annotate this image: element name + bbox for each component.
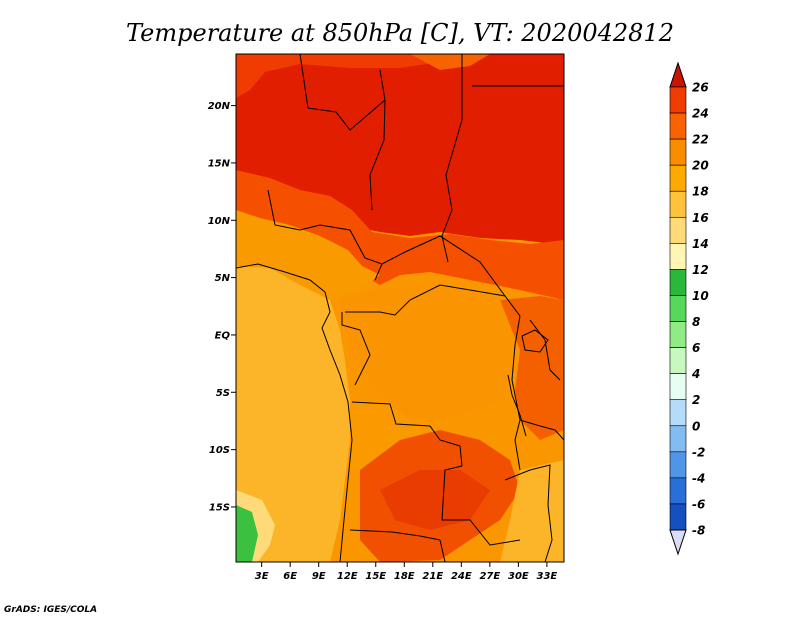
colorbar-band [669,321,687,348]
x-tick-label: 9E [312,571,326,582]
colorbar-bottom-arrow [669,529,687,556]
grads-credit: GrADS: IGES/COLA [4,605,97,615]
x-tick-label: 12E [337,571,358,582]
colorbar-band [669,138,687,166]
border-coast-west [236,263,353,562]
x-tick-label: 24E [451,571,472,582]
y-tick-label: 5N [215,273,231,284]
border-chad-sudan [441,54,463,263]
colorbar-label: 26 [692,81,709,95]
heat-region-congo [340,285,520,420]
colorbar-band [669,503,687,531]
border-botswana [439,539,446,562]
y-tick-label: 10N [208,216,231,227]
border-niger-chad [369,99,386,211]
colorbar-band [669,399,687,427]
colorbar-top-arrow [669,61,687,88]
colorbar-label: -2 [692,445,705,459]
heat-region-zambia-inner [380,470,490,530]
x-tick-label: 21E [422,571,443,582]
border-congo-gabon [341,312,371,386]
colorbar-label: 2 [692,393,700,407]
map-area [236,54,564,562]
y-tick-label: 5S [216,388,230,399]
colorbar-band [669,295,687,322]
colorbar-band [669,190,687,218]
colorbar-band [669,373,687,401]
border-mozambique [504,464,553,562]
map-frame [235,53,565,563]
colorbar-label: 12 [692,263,709,277]
colorbar-band [669,243,687,270]
colorbar-band [669,112,687,140]
border-lake-tanganyika [507,374,527,437]
x-tick-label: 30E [508,571,529,582]
y-tick-label: 15S [209,502,230,513]
colorbar-label: 10 [692,289,709,303]
colorbar-label: 20 [692,159,709,173]
heat-region-guinea-coast [236,210,380,300]
colorbar-label: 0 [692,419,700,433]
border-tanzania [519,419,564,441]
border-mali-niger [299,54,386,131]
border-namibia [349,529,441,541]
heat-region-sahel-band [236,170,564,300]
colorbar-label: 6 [692,341,700,355]
colorbar-band [669,86,687,114]
colorbar-band [669,269,687,296]
x-tick-label: 6E [283,571,297,582]
x-tick-label: 18E [394,571,415,582]
colorbar-band [669,164,687,192]
y-tick-label: 10S [209,445,230,456]
border-nigeria [267,189,383,281]
colorbar-label: 8 [692,315,700,329]
colorbar-label: 24 [692,107,709,121]
x-tick-label: 3E [255,571,269,582]
y-tick-label: EQ [215,330,231,341]
border-uganda-kenya [529,319,561,381]
heat-region-east-africa [500,296,564,440]
chart-title: Temperature at 850hPa [C], VT: 202004281… [126,19,674,47]
x-tick-label: 33E [537,571,558,582]
y-axis: 20N 15N 10N 5N EQ 5S 10S 15S [208,101,236,513]
heat-region-mozambique [500,460,564,562]
colorbar-label: -6 [692,497,705,511]
colorbar-label: 18 [692,185,709,199]
colorbar-label: 4 [691,367,700,381]
colorbar-band [669,425,687,453]
colorbar-label: 14 [692,237,709,251]
border-car [381,235,506,297]
heat-region-atlantic [236,266,360,562]
x-tick-label: 15E [365,571,386,582]
colorbar-label: 16 [692,211,709,225]
colorbar-band [669,347,687,374]
border-east-lakes [511,315,521,471]
heat-region-top-spot [410,54,490,70]
y-tick-label: 20N [208,101,231,112]
border-drc-north [345,284,521,317]
border-drc-angola [351,401,463,467]
x-tick-label: 27E [479,571,500,582]
colorbar-band [669,451,687,479]
country-borders [236,54,564,562]
colorbar-label: 22 [692,133,709,147]
x-axis: 3E 6E 9E 12E 15E 18E 21E 24E 27E 30E 33E [255,562,558,582]
colorbar-band [669,477,687,505]
colorbar-label: -8 [692,524,705,538]
border-lake-victoria [521,329,549,353]
colorbar-band [669,216,687,244]
y-tick-label: 15N [208,158,231,169]
heat-region-north-edge [236,54,470,98]
cold-region-benguela [236,505,258,562]
border-zambia [441,465,521,546]
colorbar-label: -4 [692,471,705,485]
